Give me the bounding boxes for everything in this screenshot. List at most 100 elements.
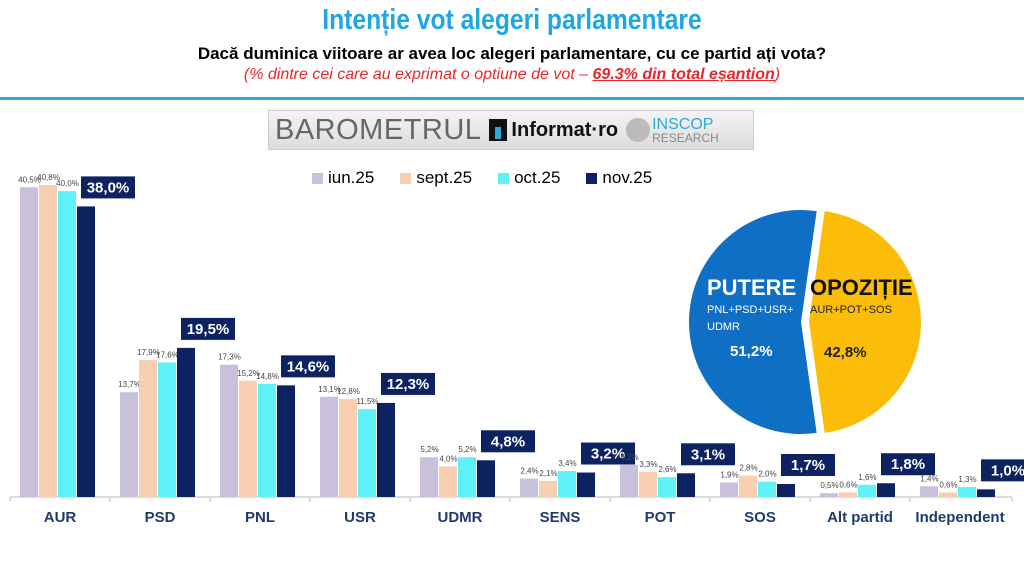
bar-sept.25-UDMR [439,466,457,497]
bar-iun.25-PSD [120,392,138,497]
bar-chart: 40,5%40,8%40,0% 38,0% AUR 13,7% 17,9%17,6% 19… [9,173,1024,526]
inscop-text: INSCOP [652,115,714,133]
data-label: 12,8% [337,387,360,396]
data-label: 1,4% [920,474,938,483]
category-label: SOS [744,509,776,526]
data-label: 15,2% [237,369,260,378]
category-label: AUR [44,509,77,526]
bar-iun.25-PNL [220,364,238,497]
data-label: 40,0% [56,179,79,188]
highlight-label-box [781,454,835,476]
data-label: 2,0% [758,470,776,479]
legend-label: sept.25 [416,168,473,187]
bar-nov.25-SENS [577,472,595,497]
highlight-label-box [381,372,435,395]
data-label: 2,6% [658,465,676,474]
data-label: 2,1% [539,469,557,478]
note-suffix: ) [774,66,781,83]
highlight-data-label: 4,8% [491,433,525,450]
category-label: Alt partid [827,509,893,526]
pie-value-opozitie: 42,8% [824,344,867,361]
category-label: Independent [915,509,1004,526]
pie-slice-putere [689,210,817,434]
legend-swatch [312,172,323,184]
legend-item: nov.25 [586,168,652,188]
category-label: SENS [540,509,581,526]
bar-oct.25-Independent [958,487,976,497]
research-text: RESEARCH [652,130,719,145]
bar-iun.25-Alt partid [820,493,838,497]
data-label: 4,2% [620,453,638,462]
bar-oct.25-UDMR [458,457,476,497]
data-label: 2,8% [739,464,757,473]
highlight-data-label: 1,7% [791,457,825,474]
logo-inscop: INSCOP RESEARCH [626,115,719,145]
bar-nov.25-POT [677,473,695,497]
data-label: 14,8% [256,372,279,381]
highlight-label-box [681,443,735,466]
data-label: 17,9% [137,348,160,357]
bar-oct.25-PSD [158,362,176,497]
data-label: 13,1% [318,385,341,394]
informat-text: Informat·ro [511,118,619,141]
bar-oct.25-SENS [558,471,576,497]
legend-label: nov.25 [602,168,653,187]
highlight-data-label: 12,3% [387,376,430,393]
bar-iun.25-USR [320,396,338,497]
chart-legend: iun.25 sept.25 oct.25 nov.25 [312,168,652,188]
highlight-label-box [281,355,335,378]
data-label: 11,5% [356,397,378,406]
logo-barometrul: BAROMETRUL [275,113,482,146]
legend-swatch [400,172,412,184]
question-subtitle: Dacă duminica viitoare ar avea loc alege… [197,44,827,63]
data-label: 3,4% [558,459,576,468]
highlight-data-label: 1,8% [891,456,925,473]
bar-nov.25-USR [377,402,395,497]
bar-oct.25-Alt partid [858,484,876,497]
highlight-data-label: 19,5% [187,321,230,338]
category-label: PSD [145,509,176,526]
category-label: PNL [245,509,275,526]
bar-nov.25-PNL [277,385,295,497]
pie-label-opozitie: OPOZIȚIE [810,275,913,300]
bar-sept.25-SENS [539,480,557,497]
sample-note: (% dintre cei care au exprimat o optiune… [0,66,1024,84]
bar-sept.25-SOS [739,475,757,497]
data-label: 5,2% [420,445,438,454]
legend-label: oct.25 [514,168,561,187]
bar-sept.25-USR [339,399,357,497]
highlight-label-box [981,459,1024,482]
bar-nov.25-SOS [777,484,795,497]
bar-oct.25-SOS [758,481,776,497]
bar-sept.25-AUR [39,185,57,497]
note-highlight: 69.3% din total eșantion [592,66,775,83]
highlight-label-box [81,176,135,199]
bar-iun.25-Independent [920,486,938,497]
logo-informat: Informat·ro [489,119,618,142]
bar-sept.25-PNL [239,380,257,497]
legend-item: oct.25 [498,168,560,188]
data-label: 17,6% [156,350,179,359]
bar-nov.25-UDMR [477,460,495,497]
bar-nov.25-Independent [977,489,995,497]
pie-slice-opozitie [809,211,922,433]
bar-nov.25-AUR [77,206,95,497]
category-label: UDMR [438,509,483,526]
data-label: 5,2% [458,445,476,454]
bar-iun.25-SENS [520,478,538,497]
highlight-label-box [881,453,935,476]
highlight-data-label: 3,1% [691,446,725,463]
data-label: 40,8% [37,173,60,182]
data-label: 40,5% [18,175,41,184]
note-prefix: (% dintre cei care au exprimat o optiune… [243,66,593,83]
pie-sublabel-opozitie: AUR+POT+SOS [810,304,892,316]
highlight-data-label: 14,6% [287,358,330,375]
bar-sept.25-PSD [139,360,157,497]
pie-value-putere: 51,2% [730,343,773,360]
highlight-data-label: 38,0% [87,179,130,196]
data-label: 0,6% [939,480,957,489]
highlight-label-box [181,317,235,340]
bar-oct.25-USR [358,409,376,497]
bar-oct.25-PNL [258,383,276,497]
